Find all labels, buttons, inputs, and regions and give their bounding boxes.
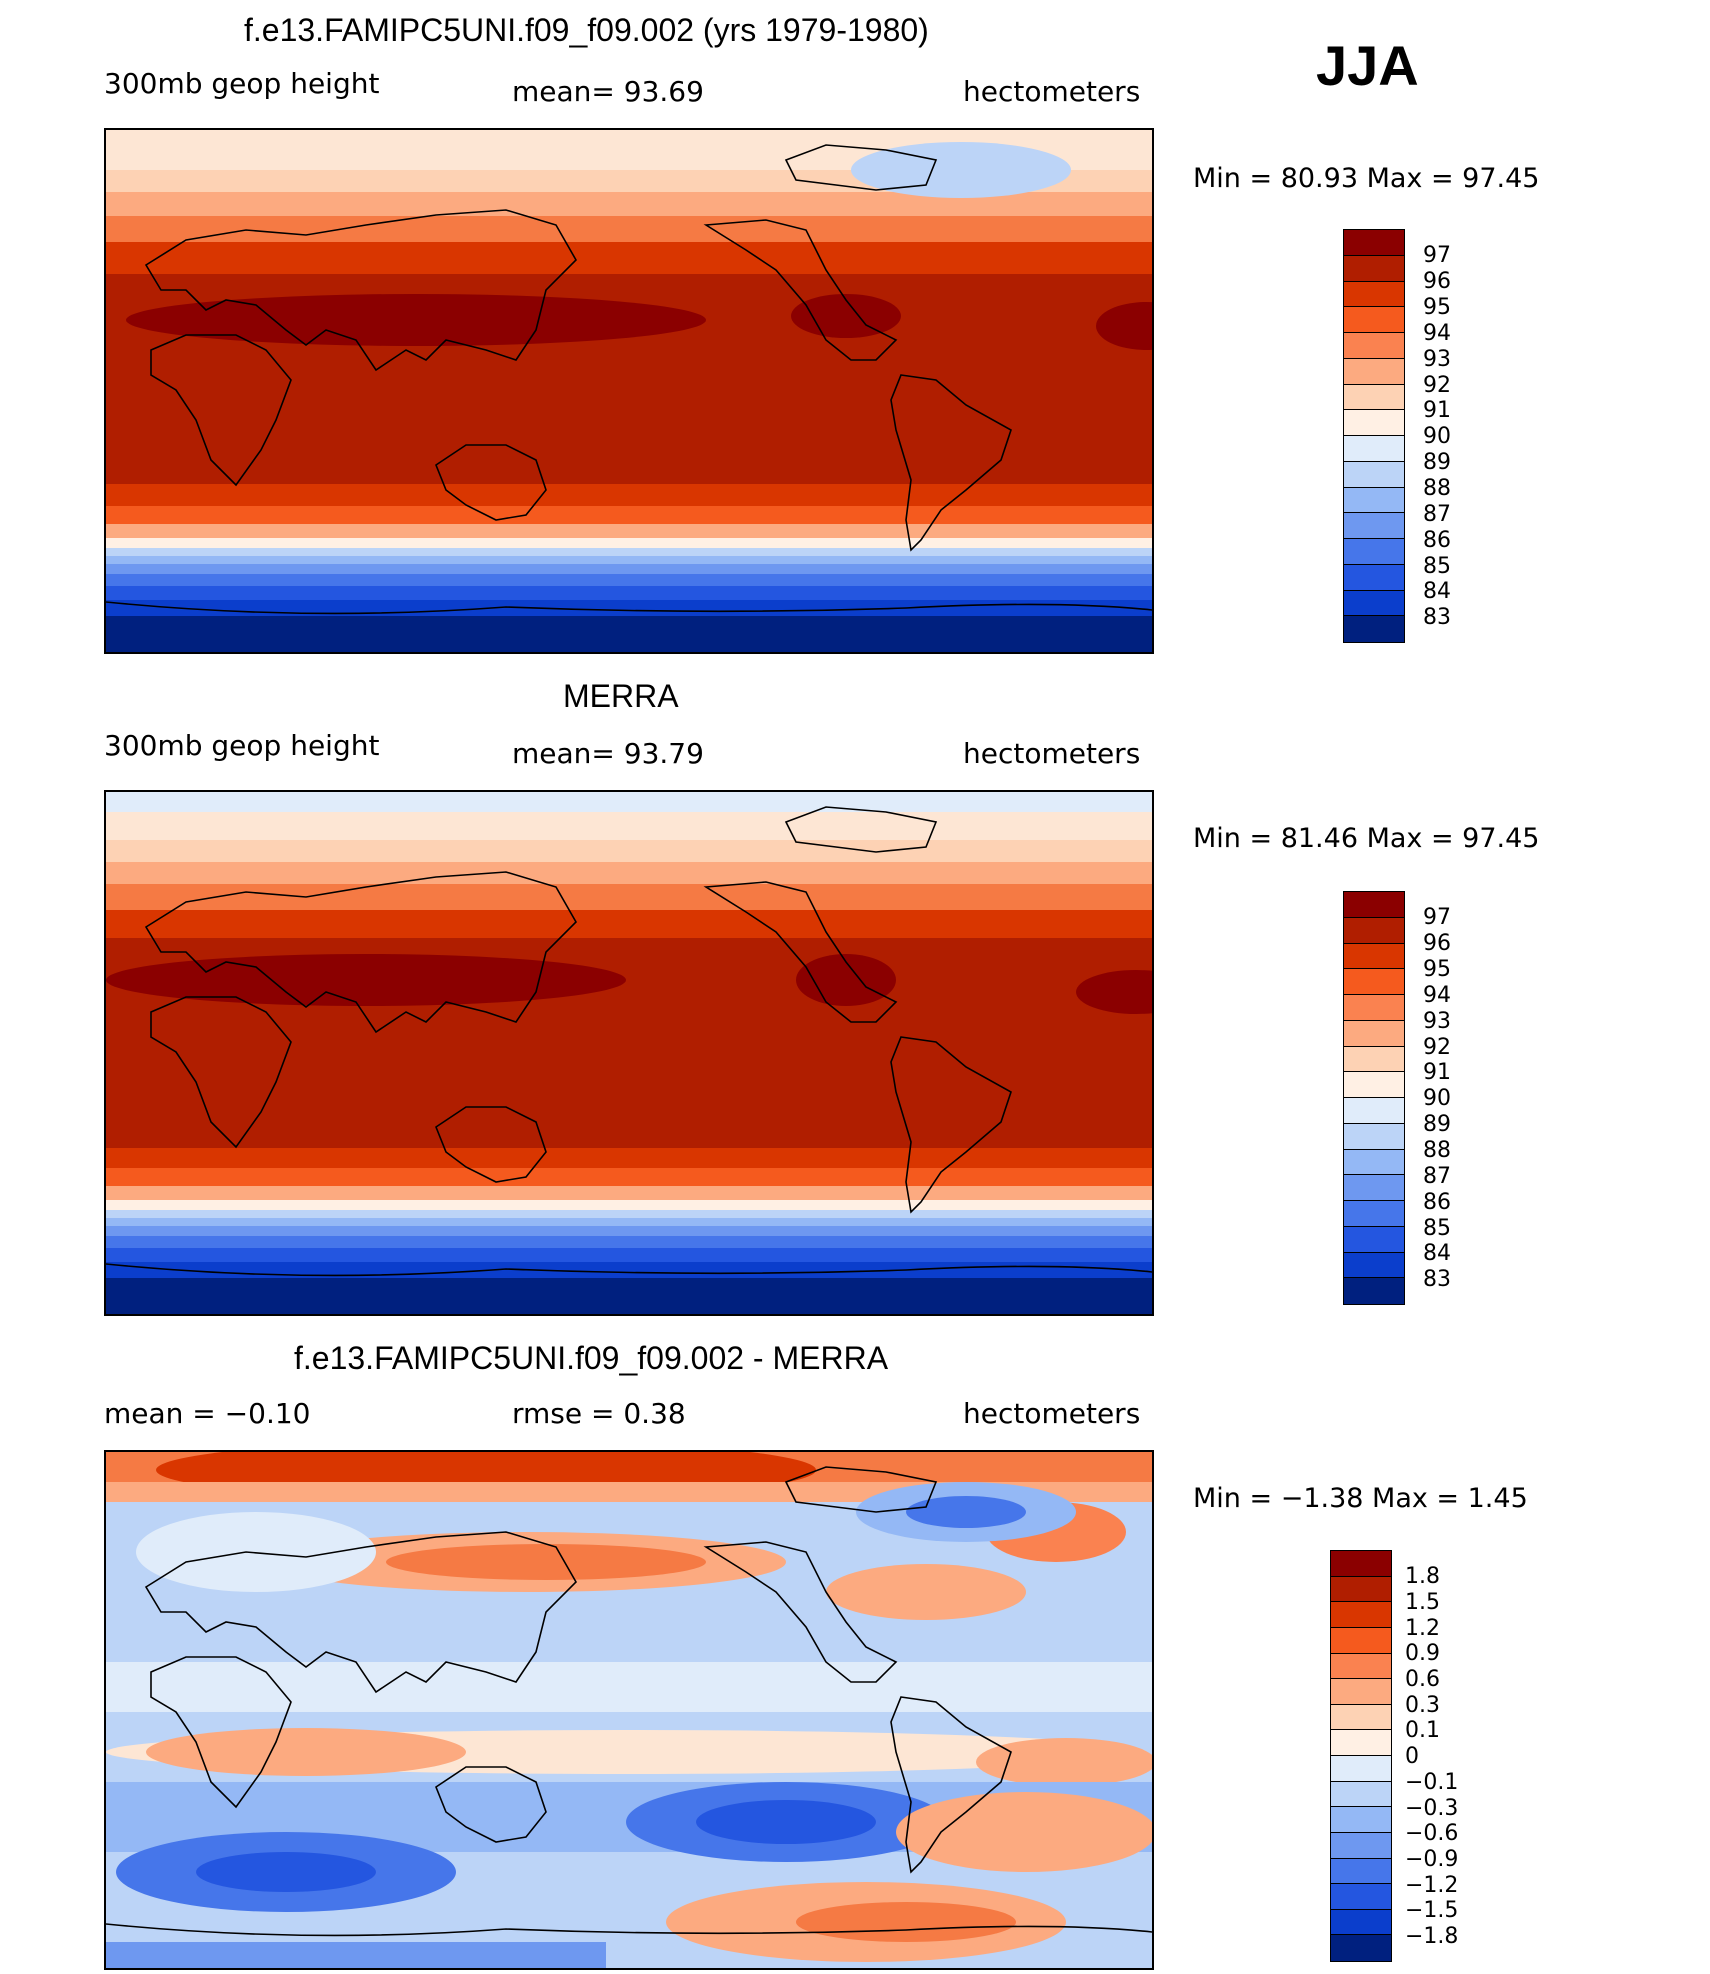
panel-model-colorbar-tick: 92 [1423, 373, 1451, 398]
panel-diff-colorbar-tick: 0.9 [1405, 1641, 1440, 1666]
panel-obs-colorbar [1343, 891, 1405, 1305]
panel-diff-colorbar [1330, 1550, 1392, 1962]
panel-obs-colorbar-tick: 84 [1423, 1241, 1451, 1266]
panel-model-colorbar-tick: 93 [1423, 347, 1451, 372]
panel-diff-colorbar-tick: 0 [1405, 1744, 1419, 1769]
panel-diff-colorbar-tick: −0.3 [1405, 1796, 1459, 1821]
panel-obs-colorbar-tick: 92 [1423, 1035, 1451, 1060]
panel-obs-map [104, 790, 1154, 1316]
panel-obs-colorbar-tick: 90 [1423, 1086, 1451, 1111]
panel-obs-variable-label: 300mb geop height [104, 729, 380, 762]
panel-model-colorbar-tick: 96 [1423, 269, 1451, 294]
panel-model-colorbar-tick: 89 [1423, 450, 1451, 475]
panel-diff-units-label: hectometers [963, 1397, 1141, 1430]
panel-model-colorbar-tick: 87 [1423, 502, 1451, 527]
panel-diff-minmax: Min = −1.38 Max = 1.45 [1193, 1483, 1528, 1514]
panel-obs-colorbar-tick: 97 [1423, 905, 1451, 930]
panel-obs-title: MERRA [563, 678, 679, 714]
panel-model-colorbar [1343, 229, 1405, 643]
panel-model-mean-label: mean= 93.69 [512, 75, 704, 108]
panel-obs-colorbar-tick: 95 [1423, 957, 1451, 982]
panel-obs-colorbar-tick: 93 [1423, 1009, 1451, 1034]
panel-obs-colorbar-tick: 96 [1423, 931, 1451, 956]
panel-model-colorbar-tick: 85 [1423, 554, 1451, 579]
panel-model-minmax: Min = 80.93 Max = 97.45 [1193, 163, 1540, 194]
panel-model-colorbar-tick: 95 [1423, 295, 1451, 320]
panel-obs-colorbar-tick: 94 [1423, 983, 1451, 1008]
panel-diff-colorbar-tick: −0.9 [1405, 1847, 1459, 1872]
panel-diff-colorbar-tick: 1.5 [1405, 1590, 1440, 1615]
panel-model-colorbar-tick: 90 [1423, 424, 1451, 449]
panel-model-map [104, 128, 1154, 654]
panel-model-variable-label: 300mb geop height [104, 67, 380, 100]
panel-diff-colorbar-tick: −1.2 [1405, 1873, 1459, 1898]
panel-diff-colorbar-tick: −0.6 [1405, 1821, 1459, 1846]
panel-model-colorbar-tick: 94 [1423, 321, 1451, 346]
panel-diff-colorbar-tick: 0.1 [1405, 1718, 1440, 1743]
panel-obs-units-label: hectometers [963, 737, 1141, 770]
panel-obs-mean-label: mean= 93.79 [512, 737, 704, 770]
panel-diff-colorbar-tick: 0.3 [1405, 1693, 1440, 1718]
panel-obs-colorbar-tick: 89 [1423, 1112, 1451, 1137]
panel-model-units-label: hectometers [963, 75, 1141, 108]
panel-obs-colorbar-tick: 88 [1423, 1138, 1451, 1163]
panel-obs-colorbar-tick: 87 [1423, 1164, 1451, 1189]
panel-obs-colorbar-tick: 83 [1423, 1267, 1451, 1292]
panel-diff-colorbar-tick: 1.2 [1405, 1616, 1440, 1641]
panel-diff-map [104, 1450, 1154, 1970]
panel-diff-colorbar-tick: −1.5 [1405, 1898, 1459, 1923]
season-label: JJA [1316, 34, 1419, 97]
panel-model-title: f.e13.FAMIPC5UNI.f09_f09.002 (yrs 1979-1… [244, 12, 929, 48]
panel-model-colorbar-tick: 91 [1423, 398, 1451, 423]
panel-diff-colorbar-tick: 1.8 [1405, 1564, 1440, 1589]
panel-diff-rmse-label: rmse = 0.38 [512, 1397, 686, 1430]
panel-diff-colorbar-tick: −1.8 [1405, 1924, 1459, 1949]
panel-diff-title: f.e13.FAMIPC5UNI.f09_f09.002 - MERRA [294, 1340, 889, 1376]
panel-obs-minmax: Min = 81.46 Max = 97.45 [1193, 823, 1540, 854]
panel-model-colorbar-tick: 84 [1423, 579, 1451, 604]
panel-model-colorbar-tick: 97 [1423, 243, 1451, 268]
panel-diff-colorbar-tick: −0.1 [1405, 1770, 1459, 1795]
panel-obs-colorbar-tick: 86 [1423, 1190, 1451, 1215]
panel-model-colorbar-tick: 86 [1423, 528, 1451, 553]
panel-model-colorbar-tick: 88 [1423, 476, 1451, 501]
panel-obs-colorbar-tick: 91 [1423, 1060, 1451, 1085]
panel-model-colorbar-tick: 83 [1423, 605, 1451, 630]
panel-obs-colorbar-tick: 85 [1423, 1216, 1451, 1241]
panel-diff-mean-label: mean = −0.10 [104, 1397, 311, 1430]
panel-diff-colorbar-tick: 0.6 [1405, 1667, 1440, 1692]
